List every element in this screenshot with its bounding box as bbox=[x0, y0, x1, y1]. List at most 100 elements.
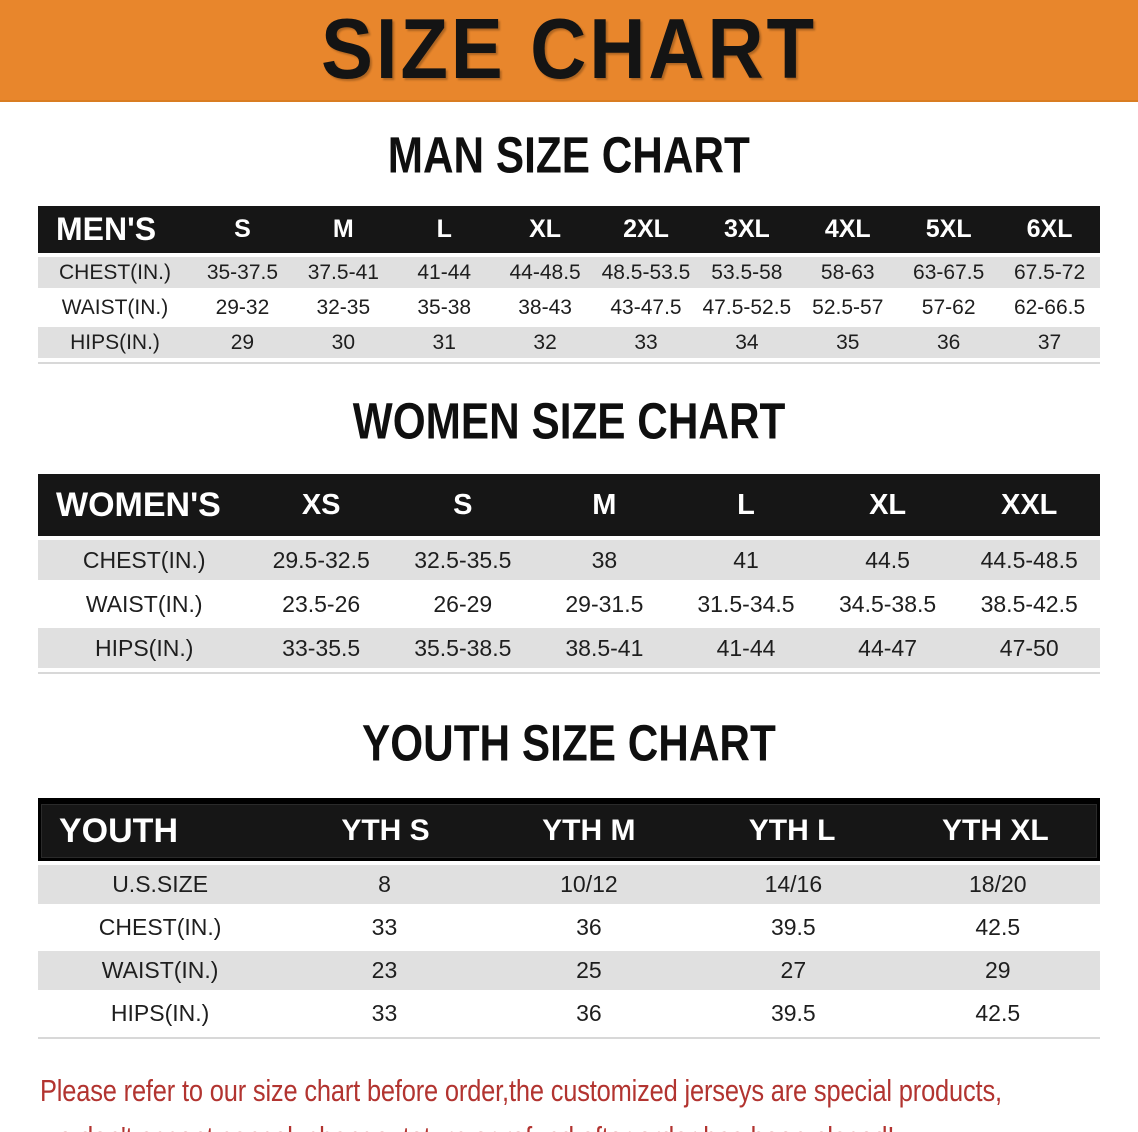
row-label: CHEST(IN.) bbox=[98, 914, 222, 940]
size-column-header: 3XL bbox=[723, 215, 770, 243]
size-column-header: M bbox=[332, 215, 354, 243]
size-value-cell: 33 bbox=[371, 1000, 398, 1026]
row-label: HIPS(IN.) bbox=[95, 634, 194, 661]
row-label: U.S.SIZE bbox=[112, 871, 209, 897]
size-value-cell: 47-50 bbox=[999, 634, 1059, 661]
size-value-cell: 29-32 bbox=[215, 295, 270, 319]
size-value-cell: 29-31.5 bbox=[565, 590, 644, 617]
size-value-cell: 32-35 bbox=[316, 295, 371, 319]
row-label: CHEST(IN.) bbox=[58, 260, 171, 284]
size-column-header: XL bbox=[529, 215, 562, 243]
size-value-cell: 34.5-38.5 bbox=[838, 590, 937, 617]
size-value-cell: 43-47.5 bbox=[610, 295, 682, 319]
size-value-cell: 30 bbox=[331, 330, 355, 354]
size-value-cell: 38-43 bbox=[518, 295, 572, 319]
table-row: WAIST(IN.) 29-32 32-35 35-38 38-43 43-47.5 47.… bbox=[38, 292, 1100, 323]
size-column-header: XXL bbox=[1000, 488, 1058, 521]
women-section-title: WOMEN SIZE CHART bbox=[0, 392, 1138, 450]
size-value-cell: 31.5-34.5 bbox=[697, 590, 795, 617]
table-row: HIPS(IN.) 33-35.5 35.5-38.5 38.5-41 41-44 44-… bbox=[38, 628, 1100, 668]
size-value-cell: 67.5-72 bbox=[1013, 260, 1086, 284]
size-value-cell: 8 bbox=[378, 871, 391, 897]
size-column-header: 2XL bbox=[623, 215, 669, 243]
size-column-header: M bbox=[592, 488, 617, 521]
size-value-cell: 10/12 bbox=[560, 871, 618, 897]
size-chart-banner: SIZE CHART bbox=[0, 0, 1138, 102]
size-column-header: YTH S bbox=[341, 814, 430, 847]
disclaimer-line-2: we don't accept cancel, change, teturn o… bbox=[40, 1114, 940, 1132]
table-header-label: MEN'S bbox=[56, 211, 157, 247]
table-row: CHEST(IN.) 33 36 39.5 42.5 bbox=[38, 908, 1100, 947]
size-column-header: YTH L bbox=[748, 814, 836, 847]
size-value-cell: 47.5-52.5 bbox=[702, 295, 792, 319]
size-value-cell: 23.5-26 bbox=[282, 590, 361, 617]
size-value-cell: 63-67.5 bbox=[913, 260, 985, 284]
youth-section: YOUTH SIZE CHART YOUTH YTH S YTH M YTH L YTH… bbox=[0, 714, 1138, 1039]
size-value-cell: 27 bbox=[780, 957, 807, 983]
size-value-cell: 29 bbox=[984, 957, 1011, 983]
youth-section-title-text: YOUTH SIZE CHART bbox=[362, 714, 776, 772]
table-row: U.S.SIZE 8 10/12 14/16 18/20 bbox=[38, 865, 1100, 904]
size-value-cell: 39.5 bbox=[770, 914, 816, 940]
row-label: WAIST(IN.) bbox=[61, 295, 169, 319]
row-label: WAIST(IN.) bbox=[85, 590, 203, 617]
size-value-cell: 36 bbox=[576, 914, 602, 940]
table-header-label: YOUTH bbox=[59, 811, 178, 850]
size-value-cell: 36 bbox=[576, 1000, 602, 1026]
size-value-cell: 44-48.5 bbox=[509, 260, 581, 284]
size-value-cell: 33 bbox=[371, 914, 398, 940]
size-column-header: 4XL bbox=[824, 215, 871, 243]
women-size-table: WOMEN'S XS S M L XL XXL CHEST(IN.) 29.5-32.5 32.5… bbox=[38, 474, 1100, 674]
row-label: CHEST(IN.) bbox=[82, 546, 206, 573]
size-column-header: S bbox=[234, 215, 251, 243]
banner-title: SIZE CHART bbox=[321, 2, 817, 97]
size-value-cell: 42.5 bbox=[975, 1000, 1021, 1026]
table-header-row: YOUTH YTH S YTH M YTH L YTH XL bbox=[38, 801, 1100, 861]
size-value-cell: 38.5-41 bbox=[565, 634, 644, 661]
women-section-title-text: WOMEN SIZE CHART bbox=[352, 392, 786, 450]
youth-section-title: YOUTH SIZE CHART bbox=[0, 714, 1138, 772]
size-column-header: YTH XL bbox=[942, 814, 1049, 847]
table-row: CHEST(IN.) 29.5-32.5 32.5-35.5 38 41 44.5 44.5… bbox=[38, 540, 1100, 580]
size-value-cell: 37.5-41 bbox=[307, 260, 379, 284]
size-value-cell: 33-35.5 bbox=[282, 634, 361, 661]
table-header-row: MEN'S S M L XL 2XL 3XL 4XL 5XL 6XL bbox=[38, 206, 1100, 253]
size-column-header: 6XL bbox=[1026, 215, 1073, 243]
row-label: HIPS(IN.) bbox=[70, 330, 160, 354]
size-column-header: XS bbox=[301, 488, 341, 521]
youth-size-table: YOUTH YTH S YTH M YTH L YTH XL U.S.SIZE 8 10/12… bbox=[38, 798, 1100, 1039]
size-value-cell: 39.5 bbox=[770, 1000, 816, 1026]
size-column-header: L bbox=[436, 215, 452, 243]
women-section: WOMEN SIZE CHART WOMEN'S XS S M L XL XXL CHEST(… bbox=[0, 392, 1138, 674]
size-value-cell: 29 bbox=[230, 330, 255, 354]
table-header-label: WOMEN'S bbox=[56, 485, 221, 524]
men-size-table: MEN'S S M L XL 2XL 3XL 4XL 5XL 6XL CHEST(IN.) 35-37… bbox=[38, 206, 1100, 364]
size-column-header: S bbox=[453, 488, 473, 521]
size-value-cell: 32 bbox=[533, 330, 557, 354]
size-value-cell: 36 bbox=[936, 330, 961, 354]
size-value-cell: 18/20 bbox=[969, 871, 1027, 897]
size-value-cell: 52.5-57 bbox=[812, 295, 884, 319]
size-column-header: YTH M bbox=[542, 814, 636, 847]
size-value-cell: 23 bbox=[371, 957, 398, 983]
size-value-cell: 44.5 bbox=[865, 546, 910, 573]
table-row: WAIST(IN.) 23 25 27 29 bbox=[38, 951, 1100, 990]
size-value-cell: 35-38 bbox=[417, 295, 472, 319]
size-column-header: XL bbox=[869, 488, 907, 521]
table-row: HIPS(IN.) 29 30 31 32 33 34 35 36 37 bbox=[38, 327, 1100, 358]
size-value-cell: 38.5-42.5 bbox=[980, 590, 1078, 617]
disclaimer-line-1: Please refer to our size chart before or… bbox=[40, 1073, 1002, 1108]
size-value-cell: 41-44 bbox=[716, 634, 776, 661]
size-value-cell: 57-62 bbox=[921, 295, 976, 319]
table-row: WAIST(IN.) 23.5-26 26-29 29-31.5 31.5-34.5 34… bbox=[38, 584, 1100, 624]
size-value-cell: 38 bbox=[591, 546, 618, 573]
size-value-cell: 53.5-58 bbox=[711, 260, 783, 284]
size-value-cell: 37 bbox=[1037, 330, 1062, 354]
table-row: CHEST(IN.) 35-37.5 37.5-41 41-44 44-48.5 48.5… bbox=[38, 257, 1100, 288]
men-section: MAN SIZE CHART MEN'S S M L XL 2XL 3XL 4XL 5XL 6XL… bbox=[0, 126, 1138, 364]
size-column-header: L bbox=[737, 488, 755, 521]
size-value-cell: 25 bbox=[576, 957, 602, 983]
size-value-cell: 41 bbox=[733, 546, 759, 573]
men-section-title-text: MAN SIZE CHART bbox=[387, 126, 751, 184]
size-value-cell: 58-63 bbox=[820, 260, 875, 284]
